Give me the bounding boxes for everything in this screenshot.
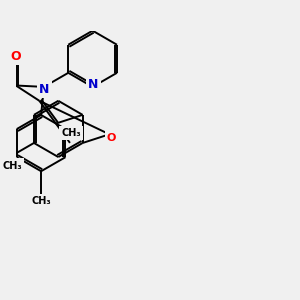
Text: N: N	[88, 78, 99, 91]
Text: O: O	[11, 50, 21, 63]
Text: CH₃: CH₃	[61, 128, 81, 138]
Text: CH₃: CH₃	[31, 196, 51, 206]
Text: CH₃: CH₃	[2, 160, 22, 170]
Text: N: N	[39, 83, 50, 96]
Text: O: O	[107, 133, 116, 143]
